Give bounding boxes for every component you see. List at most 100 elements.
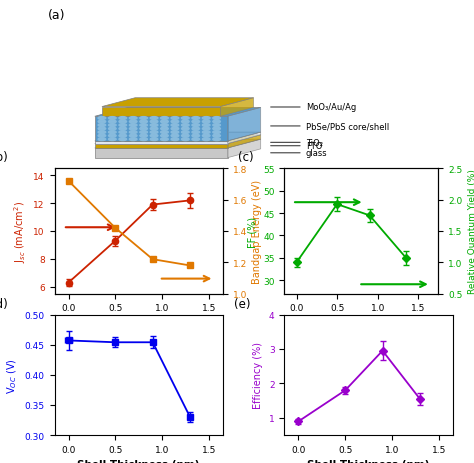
Y-axis label: V$_{OC}$ (V): V$_{OC}$ (V) <box>6 357 19 393</box>
Circle shape <box>182 121 189 124</box>
Circle shape <box>213 138 220 141</box>
Polygon shape <box>95 136 261 144</box>
Circle shape <box>182 125 189 127</box>
Circle shape <box>140 131 147 134</box>
Circle shape <box>192 138 200 141</box>
Circle shape <box>140 117 147 120</box>
Text: (b): (b) <box>0 151 7 164</box>
Circle shape <box>98 121 106 124</box>
Circle shape <box>109 121 116 124</box>
Circle shape <box>140 121 147 124</box>
Polygon shape <box>220 99 254 117</box>
Y-axis label: FF (%): FF (%) <box>247 216 258 247</box>
Circle shape <box>182 128 189 131</box>
Text: glass: glass <box>271 149 328 158</box>
Circle shape <box>171 135 179 138</box>
Circle shape <box>129 121 137 124</box>
Circle shape <box>202 121 210 124</box>
Polygon shape <box>228 136 261 149</box>
Circle shape <box>150 128 158 131</box>
Circle shape <box>171 131 179 134</box>
Circle shape <box>171 128 179 131</box>
Circle shape <box>109 135 116 138</box>
Polygon shape <box>95 140 261 149</box>
Circle shape <box>192 125 200 127</box>
Circle shape <box>109 125 116 127</box>
Y-axis label: Relative Quantum Yield (%): Relative Quantum Yield (%) <box>468 169 474 294</box>
Text: (a): (a) <box>48 9 65 22</box>
Polygon shape <box>95 133 261 142</box>
Circle shape <box>140 128 147 131</box>
Circle shape <box>98 125 106 127</box>
Text: (d): (d) <box>0 297 7 310</box>
Text: MoO₃/Au/Ag: MoO₃/Au/Ag <box>271 103 356 112</box>
Circle shape <box>161 138 168 141</box>
X-axis label: Shell Thickness (nm): Shell Thickness (nm) <box>77 318 200 328</box>
Circle shape <box>182 138 189 141</box>
Polygon shape <box>228 133 261 144</box>
Y-axis label: J$_{sc}$ (mA/cm$^2$): J$_{sc}$ (mA/cm$^2$) <box>12 200 28 263</box>
Polygon shape <box>102 107 220 117</box>
Text: FTO: FTO <box>271 142 322 151</box>
Circle shape <box>150 125 158 127</box>
Polygon shape <box>228 108 261 142</box>
Circle shape <box>171 125 179 127</box>
Circle shape <box>182 131 189 134</box>
Circle shape <box>150 117 158 120</box>
Circle shape <box>109 138 116 141</box>
Text: (c): (c) <box>238 151 254 164</box>
Circle shape <box>109 128 116 131</box>
Circle shape <box>150 121 158 124</box>
Circle shape <box>192 121 200 124</box>
Polygon shape <box>95 117 228 142</box>
Circle shape <box>161 117 168 120</box>
Polygon shape <box>95 108 261 117</box>
Polygon shape <box>95 144 228 149</box>
Circle shape <box>119 128 127 131</box>
Circle shape <box>140 135 147 138</box>
Y-axis label: Bandgap Energy (eV): Bandgap Energy (eV) <box>253 180 263 283</box>
Circle shape <box>202 125 210 127</box>
Circle shape <box>109 117 116 120</box>
Circle shape <box>119 131 127 134</box>
Circle shape <box>171 121 179 124</box>
Circle shape <box>119 117 127 120</box>
Circle shape <box>129 135 137 138</box>
Circle shape <box>98 128 106 131</box>
Polygon shape <box>102 99 254 107</box>
Circle shape <box>192 135 200 138</box>
Circle shape <box>161 135 168 138</box>
Circle shape <box>98 138 106 141</box>
Circle shape <box>161 125 168 127</box>
Circle shape <box>129 117 137 120</box>
Circle shape <box>213 135 220 138</box>
Circle shape <box>119 121 127 124</box>
Circle shape <box>202 138 210 141</box>
Circle shape <box>129 128 137 131</box>
Circle shape <box>109 131 116 134</box>
Circle shape <box>150 135 158 138</box>
Circle shape <box>171 138 179 141</box>
Circle shape <box>182 135 189 138</box>
Circle shape <box>202 131 210 134</box>
Circle shape <box>161 128 168 131</box>
Circle shape <box>150 138 158 141</box>
Circle shape <box>129 125 137 127</box>
Circle shape <box>161 131 168 134</box>
Polygon shape <box>95 142 228 144</box>
X-axis label: Shell Thickness (nm): Shell Thickness (nm) <box>300 318 423 328</box>
Circle shape <box>202 117 210 120</box>
Polygon shape <box>95 149 228 158</box>
Circle shape <box>202 128 210 131</box>
Circle shape <box>192 117 200 120</box>
Circle shape <box>213 131 220 134</box>
Circle shape <box>119 135 127 138</box>
Circle shape <box>98 131 106 134</box>
Circle shape <box>98 117 106 120</box>
Circle shape <box>202 135 210 138</box>
Circle shape <box>182 117 189 120</box>
Circle shape <box>213 128 220 131</box>
Polygon shape <box>228 140 261 158</box>
Text: TiO₂: TiO₂ <box>271 138 323 147</box>
Text: (e): (e) <box>234 297 250 310</box>
